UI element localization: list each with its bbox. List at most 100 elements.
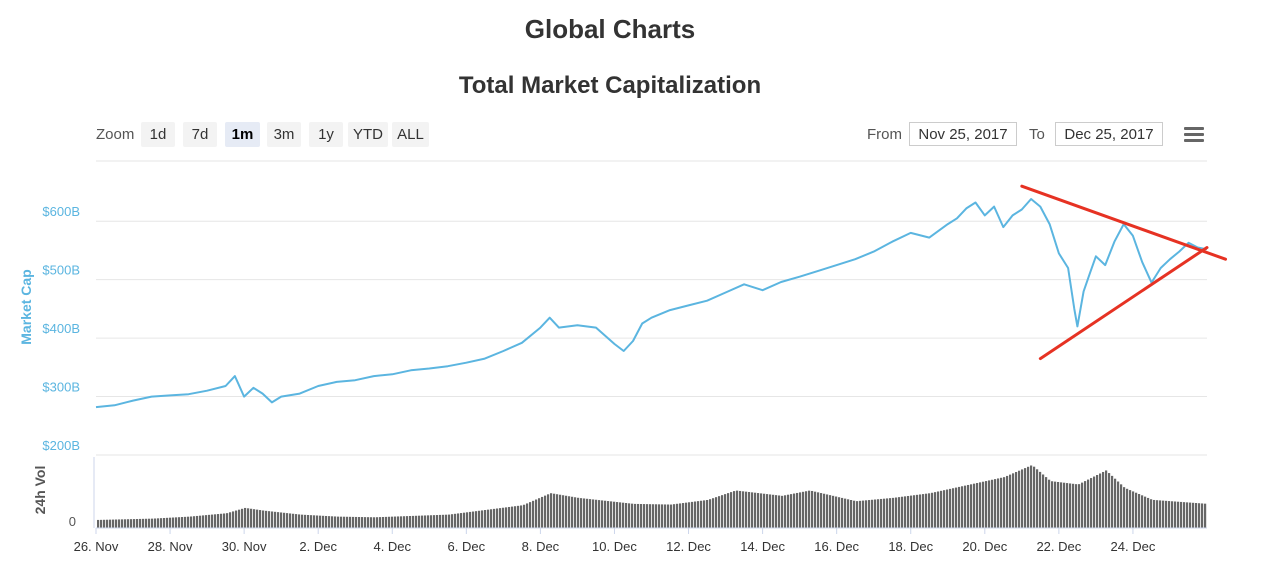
volume-axis-title: 24h Vol xyxy=(32,466,48,515)
volume-bar xyxy=(943,490,946,528)
volume-bar xyxy=(586,498,589,528)
volume-bar xyxy=(145,518,148,528)
volume-bar xyxy=(304,514,307,528)
volume-bar xyxy=(580,498,583,528)
volume-bar xyxy=(568,496,571,528)
volume-bar xyxy=(1111,475,1114,528)
volume-bar xyxy=(439,514,442,528)
volume-bar xyxy=(1162,500,1165,528)
volume-bar xyxy=(358,516,361,528)
volume-bar xyxy=(181,517,184,528)
volume-bar xyxy=(307,514,310,528)
x-tick-label: 12. Dec xyxy=(666,539,711,554)
volume-bar xyxy=(703,500,706,528)
volume-bar xyxy=(436,515,439,528)
volume-bar xyxy=(1153,499,1156,528)
volume-bar xyxy=(100,519,103,528)
volume-bar xyxy=(913,495,916,528)
zoom-1m-button[interactable]: 1m xyxy=(225,122,260,147)
hamburger-menu-icon[interactable] xyxy=(1184,127,1204,143)
volume-bar xyxy=(892,497,895,528)
volume-bar xyxy=(1147,497,1150,528)
volume-bar xyxy=(808,490,811,528)
volume-bar xyxy=(1054,481,1057,528)
volume-bar xyxy=(868,500,871,528)
zoom-1y-button[interactable]: 1y xyxy=(309,122,343,147)
volume-bar xyxy=(838,497,841,528)
volume-bar xyxy=(187,516,190,528)
volume-bar xyxy=(1066,483,1069,528)
volume-bar xyxy=(898,497,901,528)
volume-bar xyxy=(991,479,994,528)
volume-bar xyxy=(229,512,232,528)
volume-bar xyxy=(733,491,736,528)
volume-bar xyxy=(256,509,259,528)
zoom-ytd-button[interactable]: YTD xyxy=(348,122,388,147)
volume-bar xyxy=(904,496,907,528)
volume-bar xyxy=(511,506,514,528)
volume-bar xyxy=(514,506,517,528)
volume-bar xyxy=(475,511,478,528)
volume-bar xyxy=(958,486,961,528)
volume-bar xyxy=(910,495,913,528)
volume-bar xyxy=(454,513,457,528)
volume-bar xyxy=(139,518,142,528)
volume-bar xyxy=(1117,481,1120,528)
volume-bar xyxy=(241,508,244,528)
volume-bar xyxy=(790,494,793,528)
y-tick-label: $200B xyxy=(42,438,80,453)
volume-bar xyxy=(622,502,625,528)
volume-bar xyxy=(784,495,787,528)
volume-bar xyxy=(157,518,160,528)
volume-bar xyxy=(646,504,649,528)
volume-bar xyxy=(1012,473,1015,528)
volume-bar xyxy=(718,496,721,528)
market-cap-line xyxy=(95,198,1208,409)
volume-bar xyxy=(1018,470,1021,528)
zoom-1d-button[interactable]: 1d xyxy=(141,122,175,147)
volume-bar xyxy=(964,485,967,528)
volume-bar xyxy=(433,515,436,528)
zoom-7d-button[interactable]: 7d xyxy=(183,122,217,147)
volume-bar xyxy=(232,511,235,528)
to-label: To xyxy=(1029,126,1045,143)
volume-bar xyxy=(271,511,274,528)
zoom-3m-button[interactable]: 3m xyxy=(267,122,301,147)
volume-bar xyxy=(850,499,853,528)
volume-bar xyxy=(667,504,670,528)
volume-bar xyxy=(118,519,121,528)
volume-bar xyxy=(268,511,271,528)
volume-bar xyxy=(814,491,817,528)
volume-bar xyxy=(796,492,799,528)
volume-bar xyxy=(619,502,622,528)
volume-bar xyxy=(448,514,451,528)
zoom-all-button[interactable]: ALL xyxy=(392,122,429,147)
to-date-input[interactable]: Dec 25, 2017 xyxy=(1055,122,1163,146)
volume-bar xyxy=(1093,476,1096,528)
volume-bar xyxy=(151,518,154,528)
volume-bar xyxy=(301,514,304,528)
volume-bar xyxy=(283,512,286,528)
volume-bar xyxy=(142,518,145,528)
volume-bar xyxy=(793,493,796,528)
volume-bar xyxy=(325,515,328,528)
from-date-input[interactable]: Nov 25, 2017 xyxy=(909,122,1017,146)
volume-bar xyxy=(322,515,325,528)
volume-bar xyxy=(1003,477,1006,528)
volume-bar xyxy=(1033,466,1036,528)
volume-bar xyxy=(976,483,979,528)
volume-bar xyxy=(649,504,652,528)
volume-bar xyxy=(763,493,766,528)
volume-bar xyxy=(1120,484,1123,528)
volume-bar xyxy=(1015,472,1018,528)
y-tick-label: $300B xyxy=(42,380,80,395)
volume-bar xyxy=(385,516,388,528)
volume-bar xyxy=(1081,482,1084,528)
volume-bar xyxy=(1141,495,1144,528)
volume-bar xyxy=(175,517,178,528)
volume-bar xyxy=(1060,482,1063,528)
x-tick-label: 16. Dec xyxy=(814,539,859,554)
volume-bar xyxy=(178,517,181,528)
volume-bar xyxy=(1177,501,1180,528)
zoom-label: Zoom xyxy=(96,126,135,143)
